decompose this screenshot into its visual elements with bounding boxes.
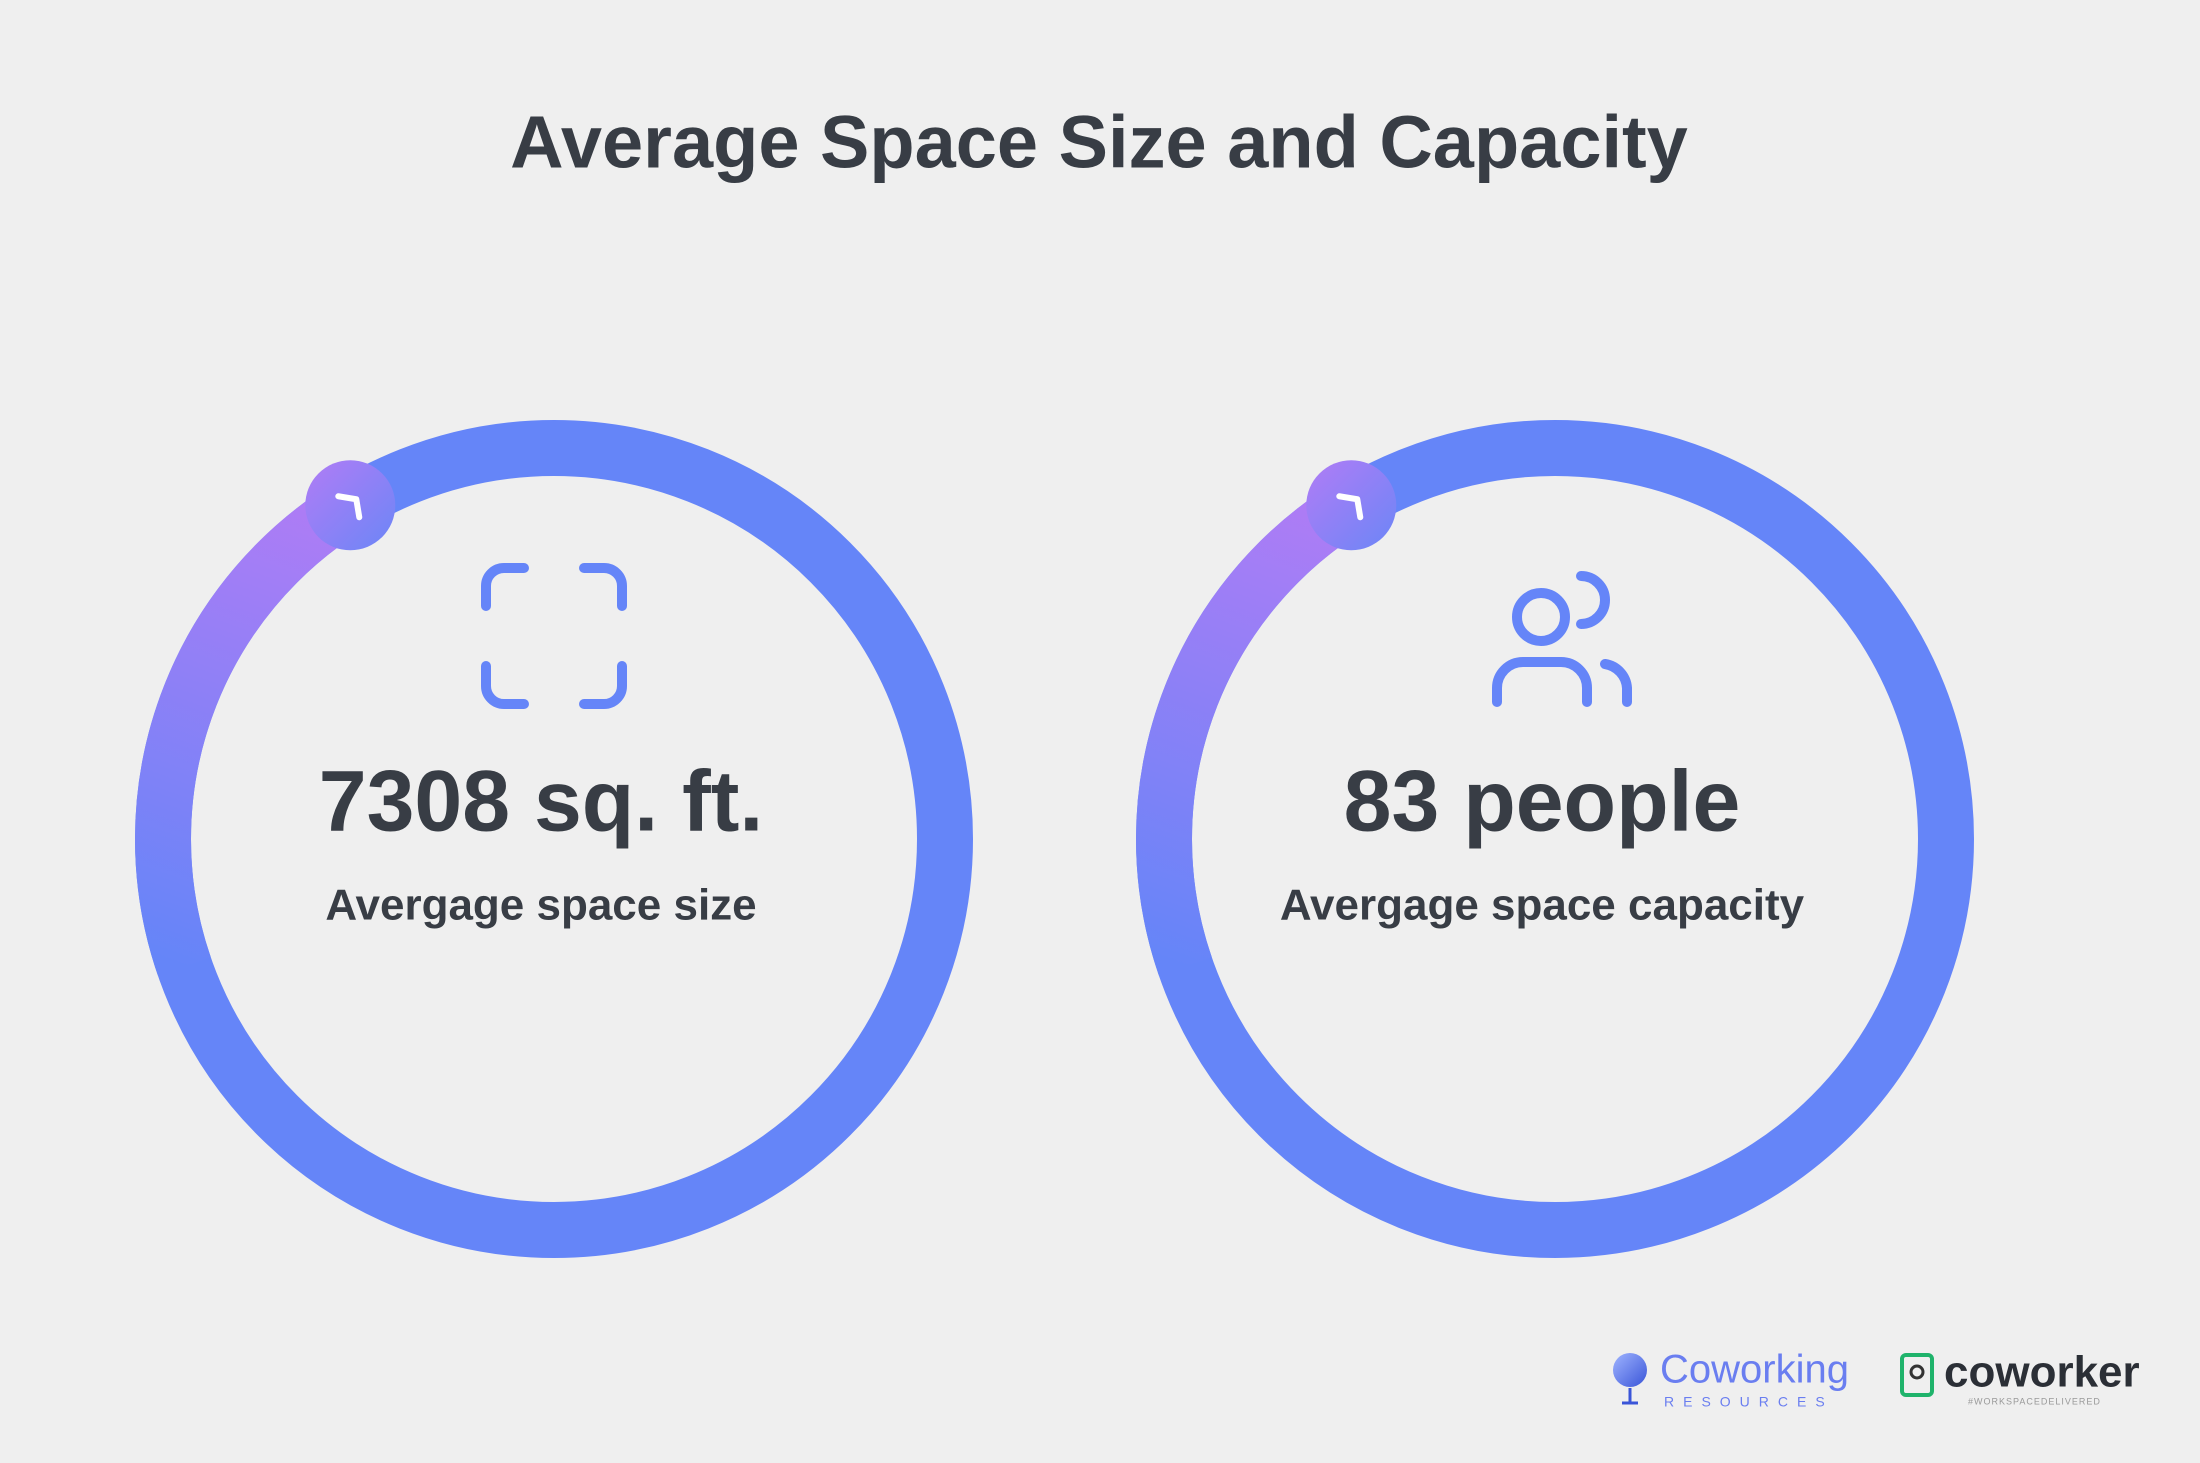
knob (1306, 460, 1397, 551)
people-icon (1492, 571, 1632, 707)
ring-highlight (135, 481, 365, 976)
stat-value: 83 people (1344, 754, 1741, 850)
stat-label: Avergage space size (325, 881, 756, 930)
knob-arrow (335, 493, 363, 521)
stat-card: 7308 sq. ft. Avergage space size (135, 420, 973, 1258)
stat-card: 83 people Avergage space capacity (1136, 420, 1974, 1258)
title: Average Space Size and Capacity (510, 101, 1688, 184)
knob (305, 460, 396, 551)
coworking-resources-logo: Coworking RESOURCES (1613, 1348, 1849, 1410)
knob-arrow (1336, 493, 1364, 521)
logo-name: coworker (1944, 1348, 2140, 1397)
area-icon (481, 563, 627, 709)
logo-tagline: #WORKSPACEDELIVERED (1968, 1396, 2101, 1406)
stat-value: 7308 sq. ft. (319, 754, 764, 850)
logo-tagline: RESOURCES (1664, 1394, 1834, 1410)
ring-highlight (1136, 481, 1366, 976)
stat-label: Avergage space capacity (1280, 881, 1805, 930)
coworker-logo: coworker #WORKSPACEDELIVERED (1900, 1348, 2140, 1406)
people-icon-head (1512, 588, 1570, 646)
logo-name: Coworking (1660, 1348, 1849, 1392)
